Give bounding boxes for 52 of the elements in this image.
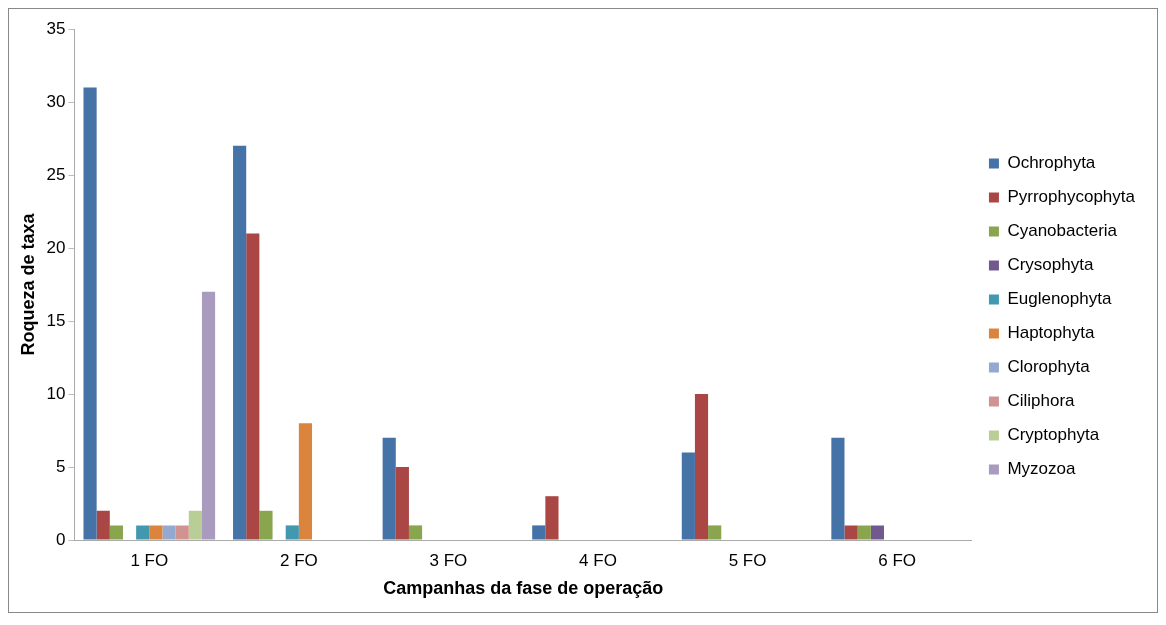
bar — [708, 525, 722, 540]
x-tick-label: 3 FO — [429, 550, 468, 570]
bar — [162, 525, 176, 540]
x-axis-title: Campanhas da fase de operação — [383, 578, 664, 599]
bar — [382, 437, 396, 540]
bar — [408, 525, 423, 540]
y-tick-label: 10 — [46, 383, 66, 403]
legend-label: Ciliphora — [1007, 391, 1076, 411]
y-tick-label: 35 — [46, 18, 66, 38]
legend-label: Ochrophyta — [1007, 153, 1096, 173]
y-tick-label: 20 — [46, 237, 66, 257]
bar — [681, 452, 695, 540]
bar — [532, 525, 546, 540]
bar — [83, 87, 97, 540]
legend-label: Clorophyta — [1007, 357, 1091, 377]
bar — [188, 510, 202, 540]
bar — [109, 525, 123, 540]
legend-label: Crysophyta — [1007, 255, 1094, 275]
legend-label: Pyrrophycophyta — [1007, 187, 1136, 207]
y-tick-label: 5 — [56, 456, 66, 476]
bar — [149, 525, 163, 540]
bar — [831, 437, 845, 540]
bar — [285, 525, 299, 540]
bar — [298, 423, 313, 540]
bar — [246, 233, 260, 540]
y-tick-label: 25 — [46, 164, 66, 184]
bar — [844, 525, 858, 540]
bar — [395, 467, 409, 540]
x-tick-label: 6 FO — [878, 550, 917, 570]
y-tick-label: 15 — [46, 310, 66, 330]
y-axis-title: Roqueza de taxa — [17, 212, 38, 356]
x-tick-label: 1 FO — [130, 550, 169, 570]
bar — [259, 510, 273, 540]
legend-label: Cryptophyta — [1007, 425, 1100, 445]
x-tick-label: 2 FO — [279, 550, 318, 570]
bar — [694, 394, 709, 540]
bar — [136, 525, 150, 540]
x-tick-label: 4 FO — [579, 550, 617, 570]
bar — [175, 525, 189, 540]
bar — [233, 145, 247, 540]
bar — [870, 525, 884, 540]
bar — [201, 291, 216, 540]
x-tick-label: 5 FO — [728, 550, 767, 570]
y-tick-label: 30 — [46, 91, 66, 111]
legend-label: Myzozoa — [1007, 459, 1076, 479]
bar — [96, 510, 110, 540]
legend-label: Cyanobacteria — [1007, 221, 1118, 241]
bar — [545, 496, 559, 540]
bar — [857, 525, 871, 540]
legend-label: Euglenophyta — [1007, 289, 1112, 309]
legend-label: Haptophyta — [1007, 323, 1095, 343]
y-tick-label: 0 — [56, 529, 66, 549]
